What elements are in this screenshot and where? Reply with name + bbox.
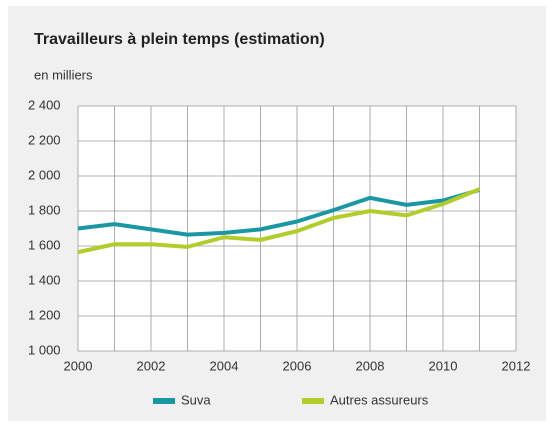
- y-axis-label: en milliers: [34, 67, 93, 82]
- y-tick-label: 2 400: [28, 97, 61, 112]
- y-tick-label: 1 600: [28, 237, 61, 252]
- y-tick-label: 1 000: [28, 342, 61, 357]
- legend-swatch: [153, 398, 175, 404]
- x-tick-label: 2002: [137, 358, 166, 373]
- y-tick-label: 1 400: [28, 272, 61, 287]
- x-tick-label: 2010: [429, 358, 458, 373]
- x-tick-label: 2012: [502, 358, 531, 373]
- line-series: [77, 187, 481, 255]
- chart-title: Travailleurs à plein temps (estimation): [34, 31, 325, 48]
- legend-label: Autres assureurs: [330, 392, 429, 407]
- x-tick-label: 2008: [356, 358, 385, 373]
- y-tick-label: 1 800: [28, 202, 61, 217]
- y-tick-label: 2 000: [28, 167, 61, 182]
- y-tick-label: 2 200: [28, 132, 61, 147]
- line-series: [77, 188, 481, 237]
- x-tick-label: 2004: [210, 358, 239, 373]
- legend-swatch: [302, 398, 324, 404]
- x-tick-label: 2006: [283, 358, 312, 373]
- x-tick-label: 2000: [64, 358, 93, 373]
- legend-label: Suva: [181, 392, 211, 407]
- y-tick-label: 1 200: [28, 307, 61, 322]
